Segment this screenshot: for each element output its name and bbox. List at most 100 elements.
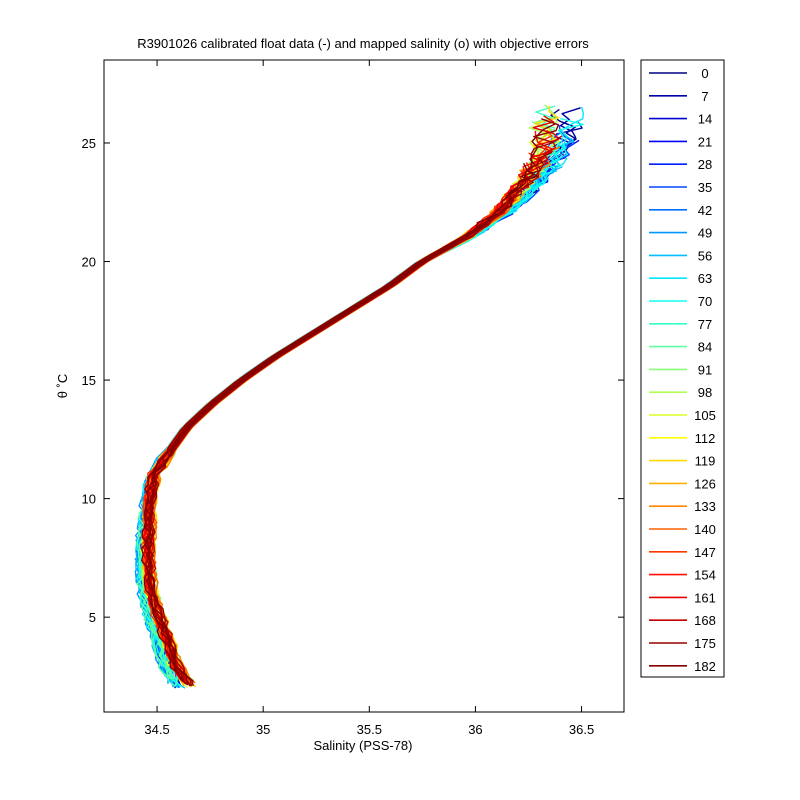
profile-curve <box>148 191 523 685</box>
legend-label: 28 <box>698 157 712 172</box>
profile-curve <box>142 105 561 682</box>
profile-curve <box>147 151 553 687</box>
profile-curve <box>140 214 507 684</box>
profile-curve <box>135 200 515 688</box>
profile-curve <box>150 146 561 681</box>
profile-curve <box>139 170 545 688</box>
profile-curve <box>139 153 567 688</box>
legend-label: 70 <box>698 294 712 309</box>
legend-label: 105 <box>694 408 716 423</box>
legend-label: 14 <box>698 112 712 127</box>
legend-label: 21 <box>698 134 712 149</box>
y-axis-title: θ ˚C <box>55 374 70 399</box>
profile-curve <box>148 187 521 687</box>
y-axis-ticks: 5 10 15 20 25 <box>82 136 624 625</box>
profile-curve <box>142 200 510 682</box>
profile-curve <box>143 123 556 682</box>
legend-label: 112 <box>695 431 716 446</box>
x-tick-label: 36 <box>468 722 482 737</box>
x-axis-ticks: 34.5 35 35.5 36 36.5 <box>144 60 594 737</box>
profile-curve <box>149 174 533 680</box>
chart-title: R3901026 calibrated float data (-) and m… <box>137 36 589 51</box>
profile-curve <box>146 215 493 684</box>
x-axis-title: Salinity (PSS-78) <box>314 738 413 753</box>
profile-curve <box>150 182 535 688</box>
profile-curve <box>140 211 506 681</box>
x-tick-label: 34.5 <box>144 722 169 737</box>
profile-curve <box>140 121 556 680</box>
profile-curve <box>147 115 560 686</box>
y-tick-label: 5 <box>89 610 96 625</box>
profile-curve <box>144 157 568 680</box>
y-tick-label: 10 <box>82 492 96 507</box>
legend-label: 7 <box>701 89 708 104</box>
legend-label: 119 <box>695 454 716 469</box>
legend-label: 91 <box>698 362 712 377</box>
plot-area-frame <box>103 59 625 713</box>
legend-label: 42 <box>698 203 712 218</box>
profile-curve <box>141 200 526 682</box>
profile-curve <box>138 172 536 683</box>
profile-curve <box>145 104 557 686</box>
profile-curve <box>149 205 506 681</box>
legend-label: 161 <box>694 590 716 605</box>
legend-label: 133 <box>694 499 716 514</box>
legend-label: 168 <box>694 613 716 628</box>
profile-curve <box>143 165 563 689</box>
profile-curve <box>145 118 560 683</box>
legend-entries: 0 7 14 21 28 35 42 49 56 63 70 77 84 91 98 105 112 119 126… <box>649 66 716 674</box>
legend-label: 147 <box>694 545 716 560</box>
profile-curve <box>138 206 503 688</box>
profile-curve <box>143 201 517 688</box>
profile-curve <box>143 188 515 682</box>
profile-curve <box>141 188 522 682</box>
profile-curve <box>141 208 498 684</box>
profile-curve <box>145 160 539 684</box>
profile-curve <box>141 173 527 684</box>
profile-curve <box>139 175 531 687</box>
legend-label: 49 <box>698 226 712 241</box>
profile-curve <box>139 152 553 687</box>
profile-curve <box>139 168 548 685</box>
legend-label: 175 <box>694 636 716 651</box>
profile-curve <box>140 162 534 686</box>
legend-label: 182 <box>694 659 716 674</box>
profile-curve <box>142 162 531 685</box>
y-tick-label: 25 <box>82 136 96 151</box>
legend-label: 98 <box>698 385 712 400</box>
profile-curve <box>142 115 558 680</box>
profile-curve <box>149 196 514 684</box>
legend-label: 63 <box>698 271 712 286</box>
profile-curve <box>144 176 528 682</box>
profile-curve <box>149 194 515 682</box>
profile-curve <box>146 158 542 687</box>
x-tick-label: 35 <box>256 722 270 737</box>
legend-label: 154 <box>694 568 716 583</box>
profile-curve <box>136 153 562 689</box>
legend-label: 77 <box>698 317 712 332</box>
y-tick-label: 20 <box>82 255 96 270</box>
profile-curves <box>134 104 584 689</box>
profile-curve <box>142 156 547 680</box>
profile-curve <box>143 105 560 688</box>
y-tick-label: 15 <box>82 373 96 388</box>
profile-curve <box>148 180 526 686</box>
legend-label: 56 <box>698 248 712 263</box>
profile-curve <box>138 171 553 682</box>
profile-curve <box>151 158 545 682</box>
legend-label: 140 <box>694 522 716 537</box>
profile-curve <box>145 169 539 687</box>
profile-curve <box>143 210 500 681</box>
profile-curve <box>135 166 545 684</box>
profile-curve <box>137 184 531 689</box>
legend-label: 35 <box>698 180 712 195</box>
profile-curve <box>141 183 535 683</box>
legend-label: 0 <box>701 66 708 81</box>
legend-label: 84 <box>698 340 712 355</box>
x-tick-label: 35.5 <box>357 722 382 737</box>
profile-curve <box>144 203 514 685</box>
profile-curve <box>144 215 498 685</box>
x-tick-label: 36.5 <box>569 722 594 737</box>
legend-label: 126 <box>694 476 716 491</box>
